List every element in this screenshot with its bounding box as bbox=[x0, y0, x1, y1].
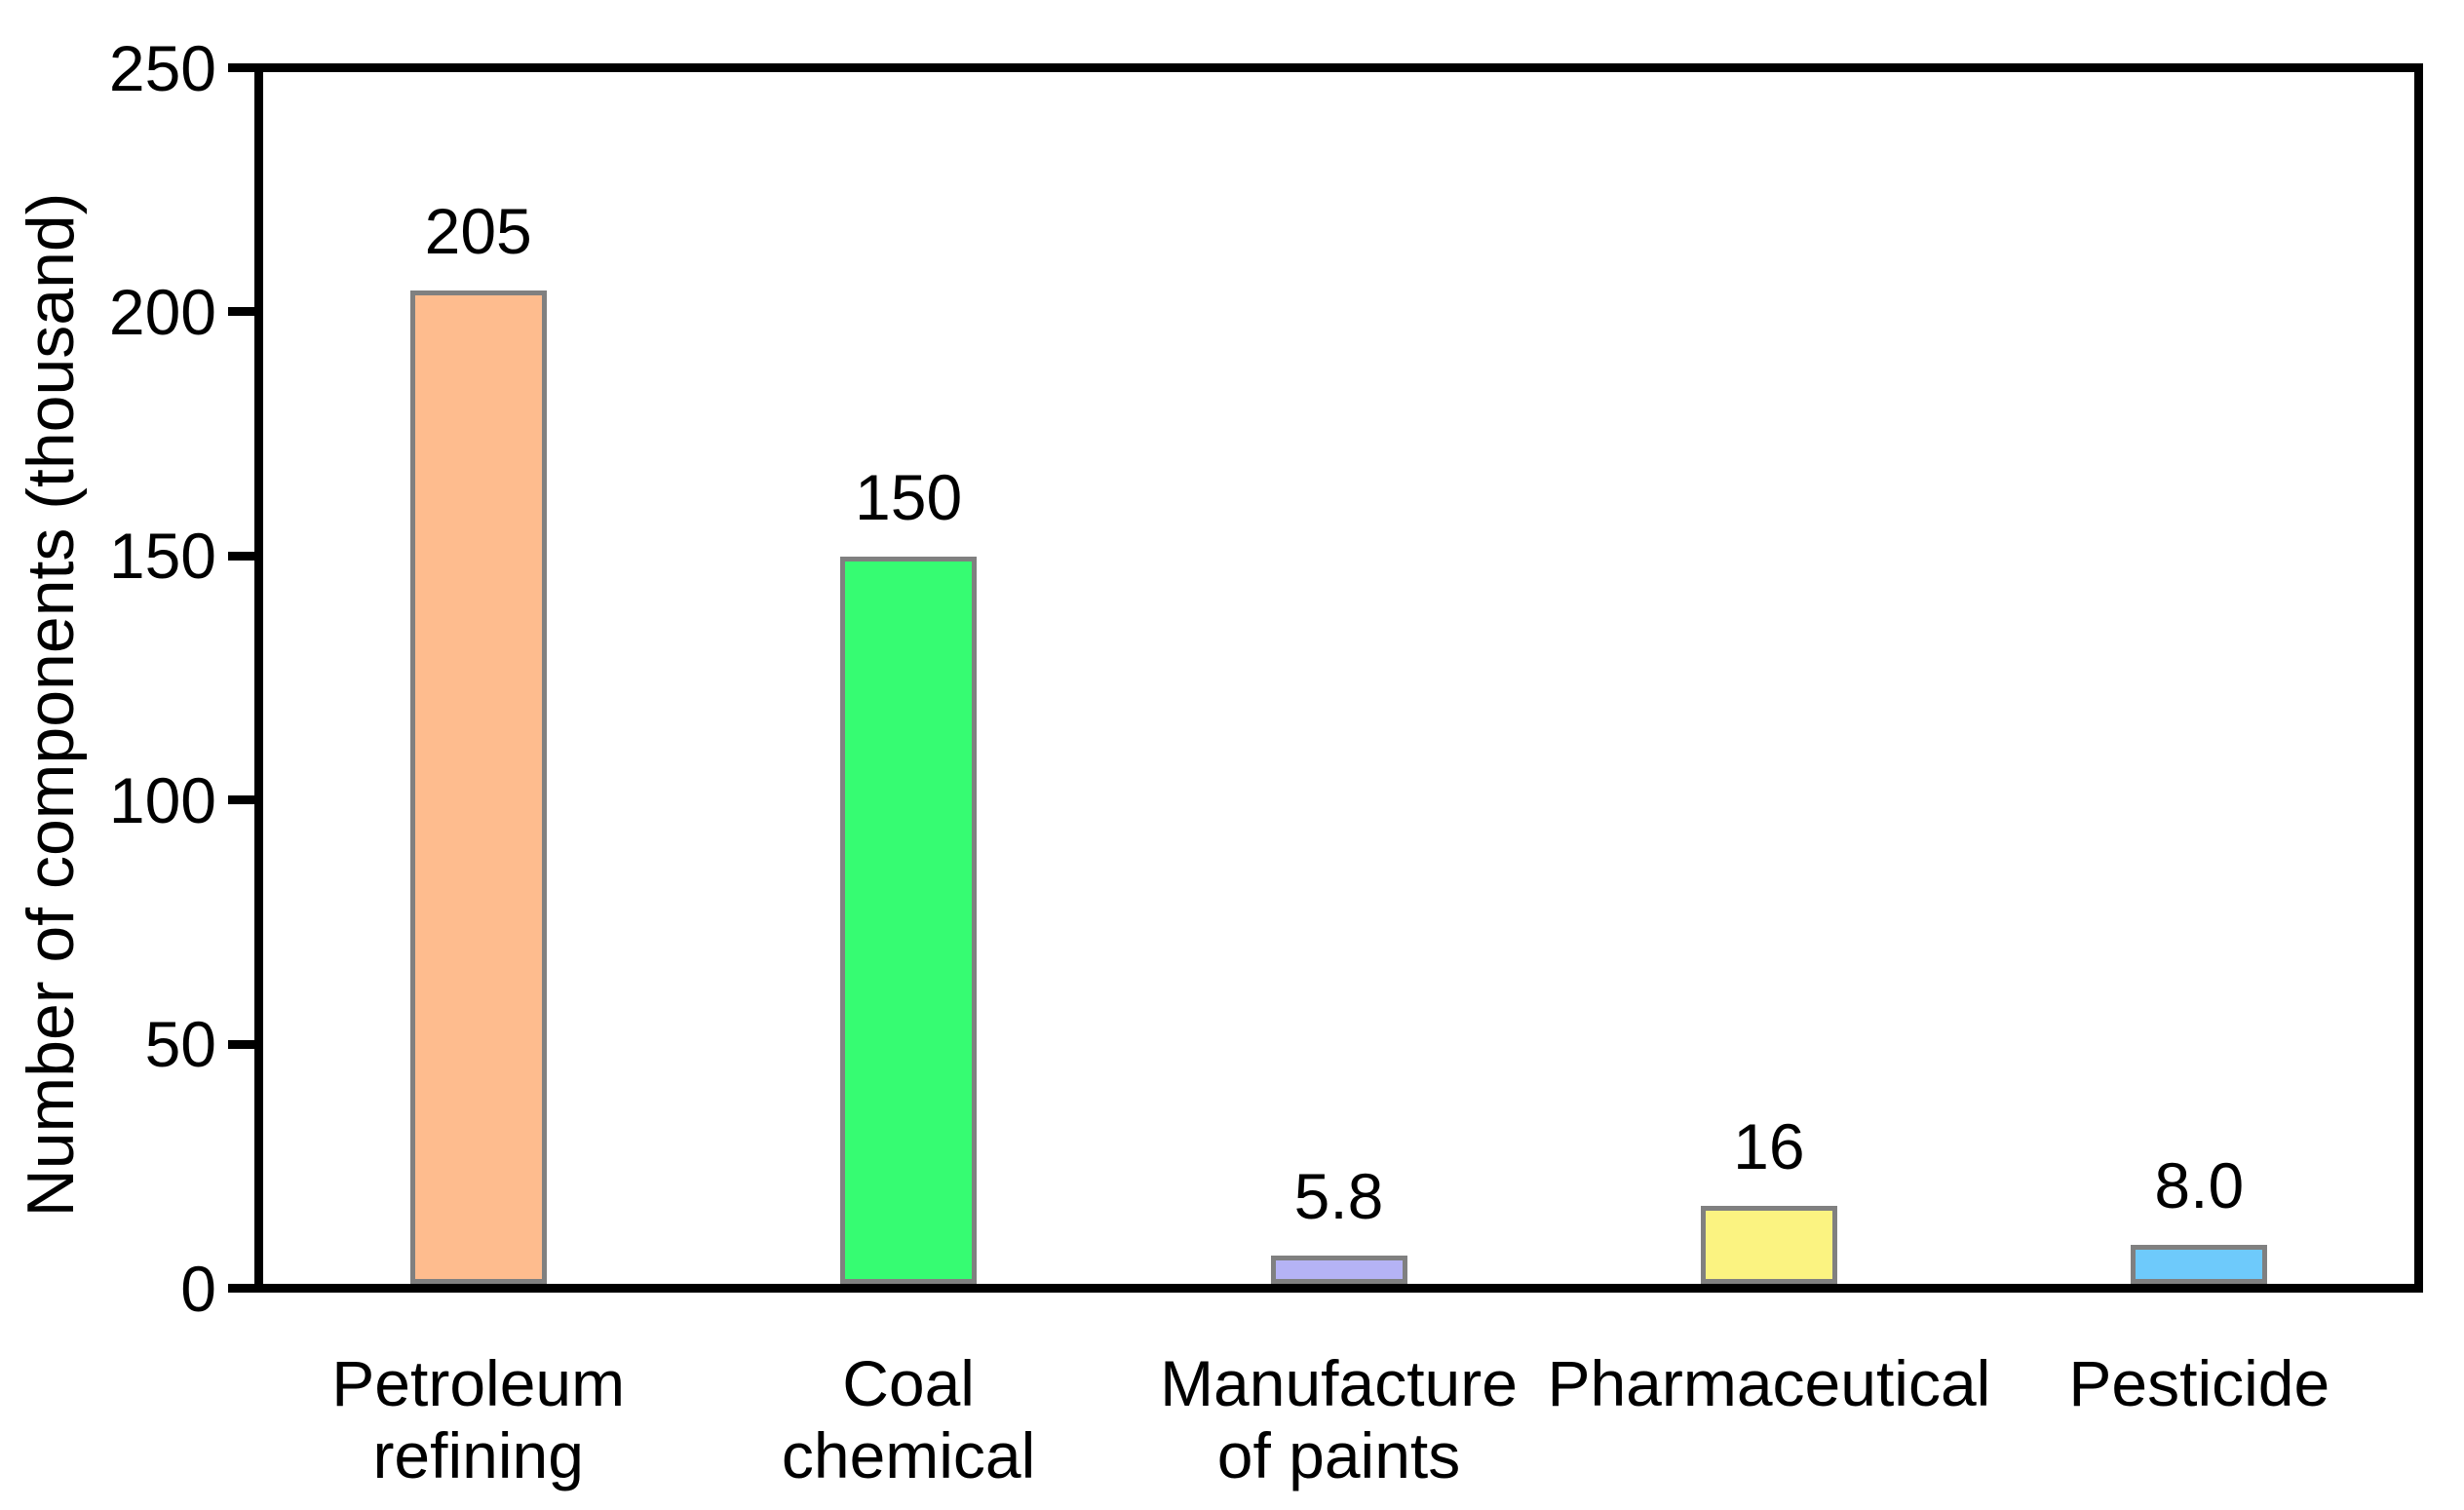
x-tick-label-manufacture-of-paints: Manufacture of paints bbox=[1160, 1347, 1518, 1491]
y-tick-label-50: 50 bbox=[144, 1008, 216, 1081]
y-tick-label-0: 0 bbox=[180, 1252, 216, 1325]
bar-value-label-pharmaceutical: 16 bbox=[1733, 1110, 1805, 1182]
x-tick-label-pharmaceutical: Pharmaceutical bbox=[1547, 1347, 1991, 1419]
bar-petroleum-refining bbox=[409, 290, 547, 1284]
x-tick-label-coal-chemical: Coal chemical bbox=[781, 1347, 1036, 1491]
plot-area bbox=[254, 63, 2423, 1293]
y-tick-label-100: 100 bbox=[108, 763, 216, 836]
x-tick-label-petroleum-refining: Petroleum refining bbox=[331, 1347, 626, 1491]
bar-value-label-coal-chemical: 150 bbox=[855, 461, 963, 533]
y-tick-label-250: 250 bbox=[108, 31, 216, 104]
y-tick-0 bbox=[228, 1284, 254, 1293]
bar-value-label-manufacture-of-paints: 5.8 bbox=[1293, 1160, 1384, 1232]
y-tick-100 bbox=[228, 795, 254, 805]
bar-pesticide bbox=[2131, 1245, 2268, 1284]
bar-coal-chemical bbox=[840, 557, 978, 1284]
y-tick-label-200: 200 bbox=[108, 275, 216, 348]
bar-manufacture-of-paints bbox=[1270, 1256, 1407, 1284]
bar-value-label-petroleum-refining: 205 bbox=[424, 195, 532, 267]
bar-pharmaceutical bbox=[1700, 1206, 1837, 1284]
y-tick-200 bbox=[228, 307, 254, 317]
y-tick-150 bbox=[228, 551, 254, 561]
x-tick-label-pesticide: Pesticide bbox=[2068, 1347, 2330, 1419]
bar-value-label-pesticide: 8.0 bbox=[2154, 1149, 2245, 1221]
y-tick-label-150: 150 bbox=[108, 520, 216, 593]
y-tick-50 bbox=[228, 1039, 254, 1049]
y-tick-250 bbox=[228, 63, 254, 72]
